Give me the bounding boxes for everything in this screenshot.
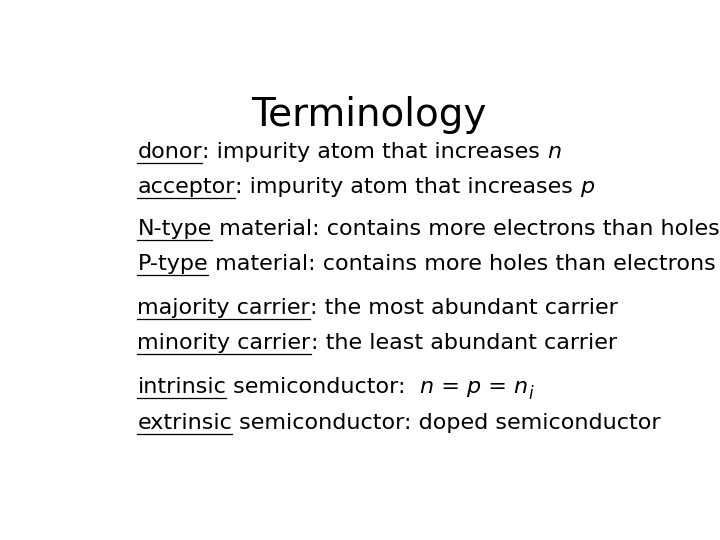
Text: n = p = n: n = p = n [420,377,528,397]
Text: minority carrier: minority carrier [138,333,311,353]
Text: extrinsic: extrinsic [138,413,233,433]
Text: material: contains more holes than electrons: material: contains more holes than elect… [208,254,716,274]
Text: P-type: P-type [138,254,208,274]
Text: : the most abundant carrier: : the most abundant carrier [310,298,618,318]
Text: : the least abundant carrier: : the least abundant carrier [311,333,617,353]
Text: i: i [528,385,533,403]
Text: Terminology: Terminology [251,96,487,134]
Text: acceptor: acceptor [138,177,235,197]
Text: material: contains more electrons than holes: material: contains more electrons than h… [212,219,719,239]
Text: intrinsic: intrinsic [138,377,226,397]
Text: : impurity atom that increases: : impurity atom that increases [235,177,580,197]
Text: semiconductor: doped semiconductor: semiconductor: doped semiconductor [233,413,661,433]
Text: p: p [580,177,594,197]
Text: donor: donor [138,141,202,161]
Text: semiconductor:: semiconductor: [226,377,420,397]
Text: : impurity atom that increases: : impurity atom that increases [202,141,547,161]
Text: n: n [547,141,562,161]
Text: N-type: N-type [138,219,212,239]
Text: majority carrier: majority carrier [138,298,310,318]
